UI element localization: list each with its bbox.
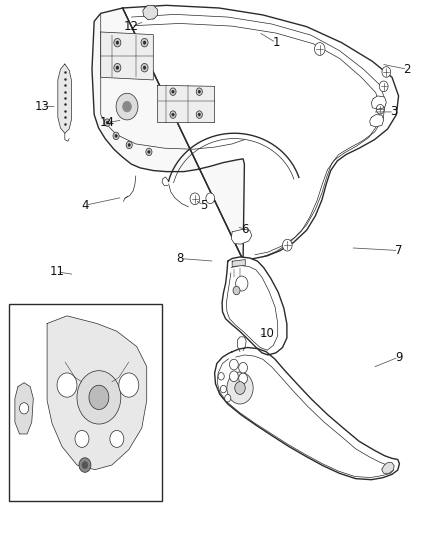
Circle shape bbox=[220, 385, 226, 393]
Circle shape bbox=[235, 382, 245, 394]
Text: 4: 4 bbox=[81, 199, 89, 212]
Circle shape bbox=[218, 373, 224, 380]
Circle shape bbox=[198, 90, 201, 93]
Circle shape bbox=[227, 372, 253, 404]
Circle shape bbox=[19, 403, 28, 414]
Circle shape bbox=[283, 239, 292, 251]
Text: 7: 7 bbox=[395, 244, 403, 257]
Text: 11: 11 bbox=[49, 265, 64, 278]
Circle shape bbox=[198, 113, 201, 116]
Circle shape bbox=[170, 111, 176, 118]
Bar bbox=[9, 304, 162, 501]
Circle shape bbox=[77, 370, 121, 424]
Circle shape bbox=[190, 193, 200, 205]
Circle shape bbox=[172, 113, 174, 116]
Circle shape bbox=[170, 88, 176, 95]
Polygon shape bbox=[47, 316, 147, 470]
Circle shape bbox=[82, 462, 88, 469]
Polygon shape bbox=[123, 5, 399, 260]
Polygon shape bbox=[371, 96, 386, 109]
Circle shape bbox=[57, 373, 77, 397]
Circle shape bbox=[116, 66, 119, 69]
Circle shape bbox=[143, 66, 146, 69]
Circle shape bbox=[225, 394, 231, 402]
Text: 10: 10 bbox=[260, 327, 275, 340]
Circle shape bbox=[141, 38, 148, 47]
Polygon shape bbox=[92, 8, 244, 260]
Polygon shape bbox=[215, 348, 399, 480]
Circle shape bbox=[114, 38, 121, 47]
Circle shape bbox=[376, 104, 384, 114]
Circle shape bbox=[172, 90, 174, 93]
Circle shape bbox=[106, 121, 109, 124]
Polygon shape bbox=[101, 32, 153, 80]
Circle shape bbox=[119, 373, 139, 397]
Circle shape bbox=[104, 119, 110, 126]
Text: 14: 14 bbox=[100, 116, 115, 129]
Circle shape bbox=[123, 101, 131, 112]
Circle shape bbox=[115, 134, 117, 138]
Circle shape bbox=[146, 148, 152, 156]
Circle shape bbox=[196, 88, 202, 95]
Circle shape bbox=[233, 286, 240, 295]
Circle shape bbox=[75, 431, 89, 447]
Circle shape bbox=[143, 41, 146, 44]
Polygon shape bbox=[58, 64, 71, 133]
Circle shape bbox=[314, 43, 325, 55]
Polygon shape bbox=[222, 257, 287, 355]
Text: 9: 9 bbox=[395, 351, 403, 364]
Text: 5: 5 bbox=[200, 199, 207, 212]
Circle shape bbox=[379, 81, 388, 92]
Circle shape bbox=[141, 63, 148, 72]
Text: 1: 1 bbox=[272, 36, 280, 49]
Circle shape bbox=[196, 111, 202, 118]
Circle shape bbox=[148, 150, 150, 154]
Polygon shape bbox=[232, 260, 245, 266]
Circle shape bbox=[89, 385, 109, 409]
Text: 2: 2 bbox=[403, 63, 411, 76]
Circle shape bbox=[206, 193, 215, 204]
Circle shape bbox=[113, 132, 119, 140]
Polygon shape bbox=[231, 229, 252, 244]
Circle shape bbox=[110, 431, 124, 447]
Polygon shape bbox=[143, 5, 158, 20]
Circle shape bbox=[236, 276, 248, 291]
Polygon shape bbox=[370, 115, 384, 127]
Polygon shape bbox=[382, 463, 394, 473]
Circle shape bbox=[230, 371, 238, 382]
Circle shape bbox=[128, 143, 131, 147]
Polygon shape bbox=[15, 383, 33, 434]
Circle shape bbox=[116, 41, 119, 44]
Circle shape bbox=[230, 359, 238, 370]
Text: 3: 3 bbox=[391, 106, 398, 118]
Polygon shape bbox=[158, 85, 215, 123]
Text: 6: 6 bbox=[241, 223, 249, 236]
Circle shape bbox=[79, 458, 91, 472]
Circle shape bbox=[114, 63, 121, 72]
Text: 8: 8 bbox=[176, 252, 183, 265]
Text: 12: 12 bbox=[124, 20, 139, 33]
Circle shape bbox=[239, 373, 247, 384]
Circle shape bbox=[126, 141, 132, 149]
Text: 13: 13 bbox=[34, 100, 49, 113]
Circle shape bbox=[239, 362, 247, 373]
Circle shape bbox=[382, 67, 391, 77]
Circle shape bbox=[116, 93, 138, 120]
